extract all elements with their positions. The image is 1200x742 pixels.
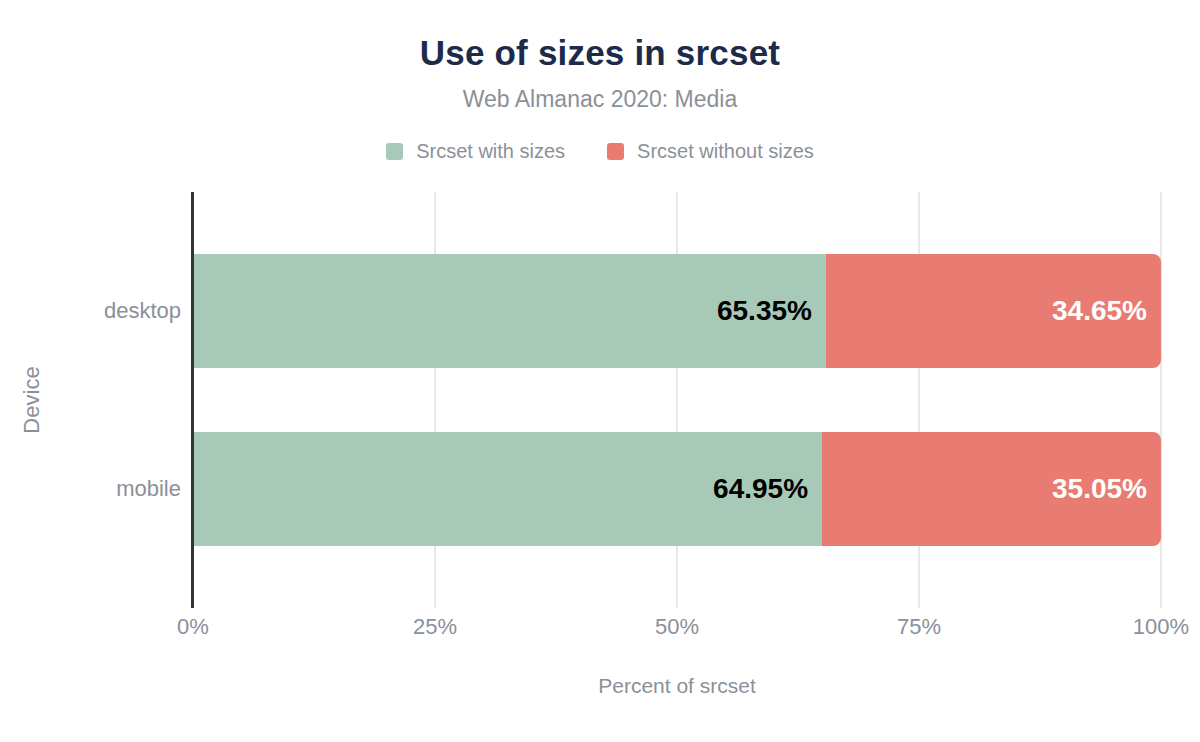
bar-segment[interactable]: 64.95% <box>194 432 822 546</box>
bar-value-label: 34.65% <box>1052 254 1147 368</box>
x-tick-label: 100% <box>1133 614 1189 640</box>
legend-label: Srcset without sizes <box>637 140 814 163</box>
bar-value-label: 64.95% <box>713 432 808 546</box>
legend-swatch-icon <box>607 143 624 160</box>
bar-segment[interactable]: 35.05% <box>822 432 1161 546</box>
legend-swatch-icon <box>386 143 403 160</box>
bar-value-label: 35.05% <box>1052 432 1147 546</box>
x-tick-label: 0% <box>177 614 209 640</box>
x-axis-ticks: 0%25%50%75%100% <box>193 614 1161 644</box>
legend: Srcset with sizes Srcset without sizes <box>0 140 1200 163</box>
x-axis-title: Percent of srcset <box>193 674 1161 698</box>
category-labels: desktop mobile <box>0 192 181 608</box>
category-label: mobile <box>0 432 181 546</box>
chart-subtitle: Web Almanac 2020: Media <box>0 86 1200 113</box>
plot-area: 65.35% 34.65% 64.95% 35.05% <box>193 192 1161 608</box>
legend-item: Srcset without sizes <box>607 140 814 163</box>
legend-label: Srcset with sizes <box>416 140 565 163</box>
chart-title: Use of sizes in srcset <box>0 33 1200 73</box>
x-tick-label: 25% <box>413 614 457 640</box>
bar-segment[interactable]: 34.65% <box>826 254 1161 368</box>
x-tick-label: 50% <box>655 614 699 640</box>
legend-item: Srcset with sizes <box>386 140 565 163</box>
chart-container: Use of sizes in srcset Web Almanac 2020:… <box>0 0 1200 742</box>
bar-row: 64.95% 35.05% <box>194 432 1161 546</box>
bar-segment[interactable]: 65.35% <box>194 254 826 368</box>
x-tick-label: 75% <box>897 614 941 640</box>
bar-row: 65.35% 34.65% <box>194 254 1161 368</box>
category-label: desktop <box>0 254 181 368</box>
bar-value-label: 65.35% <box>717 254 812 368</box>
